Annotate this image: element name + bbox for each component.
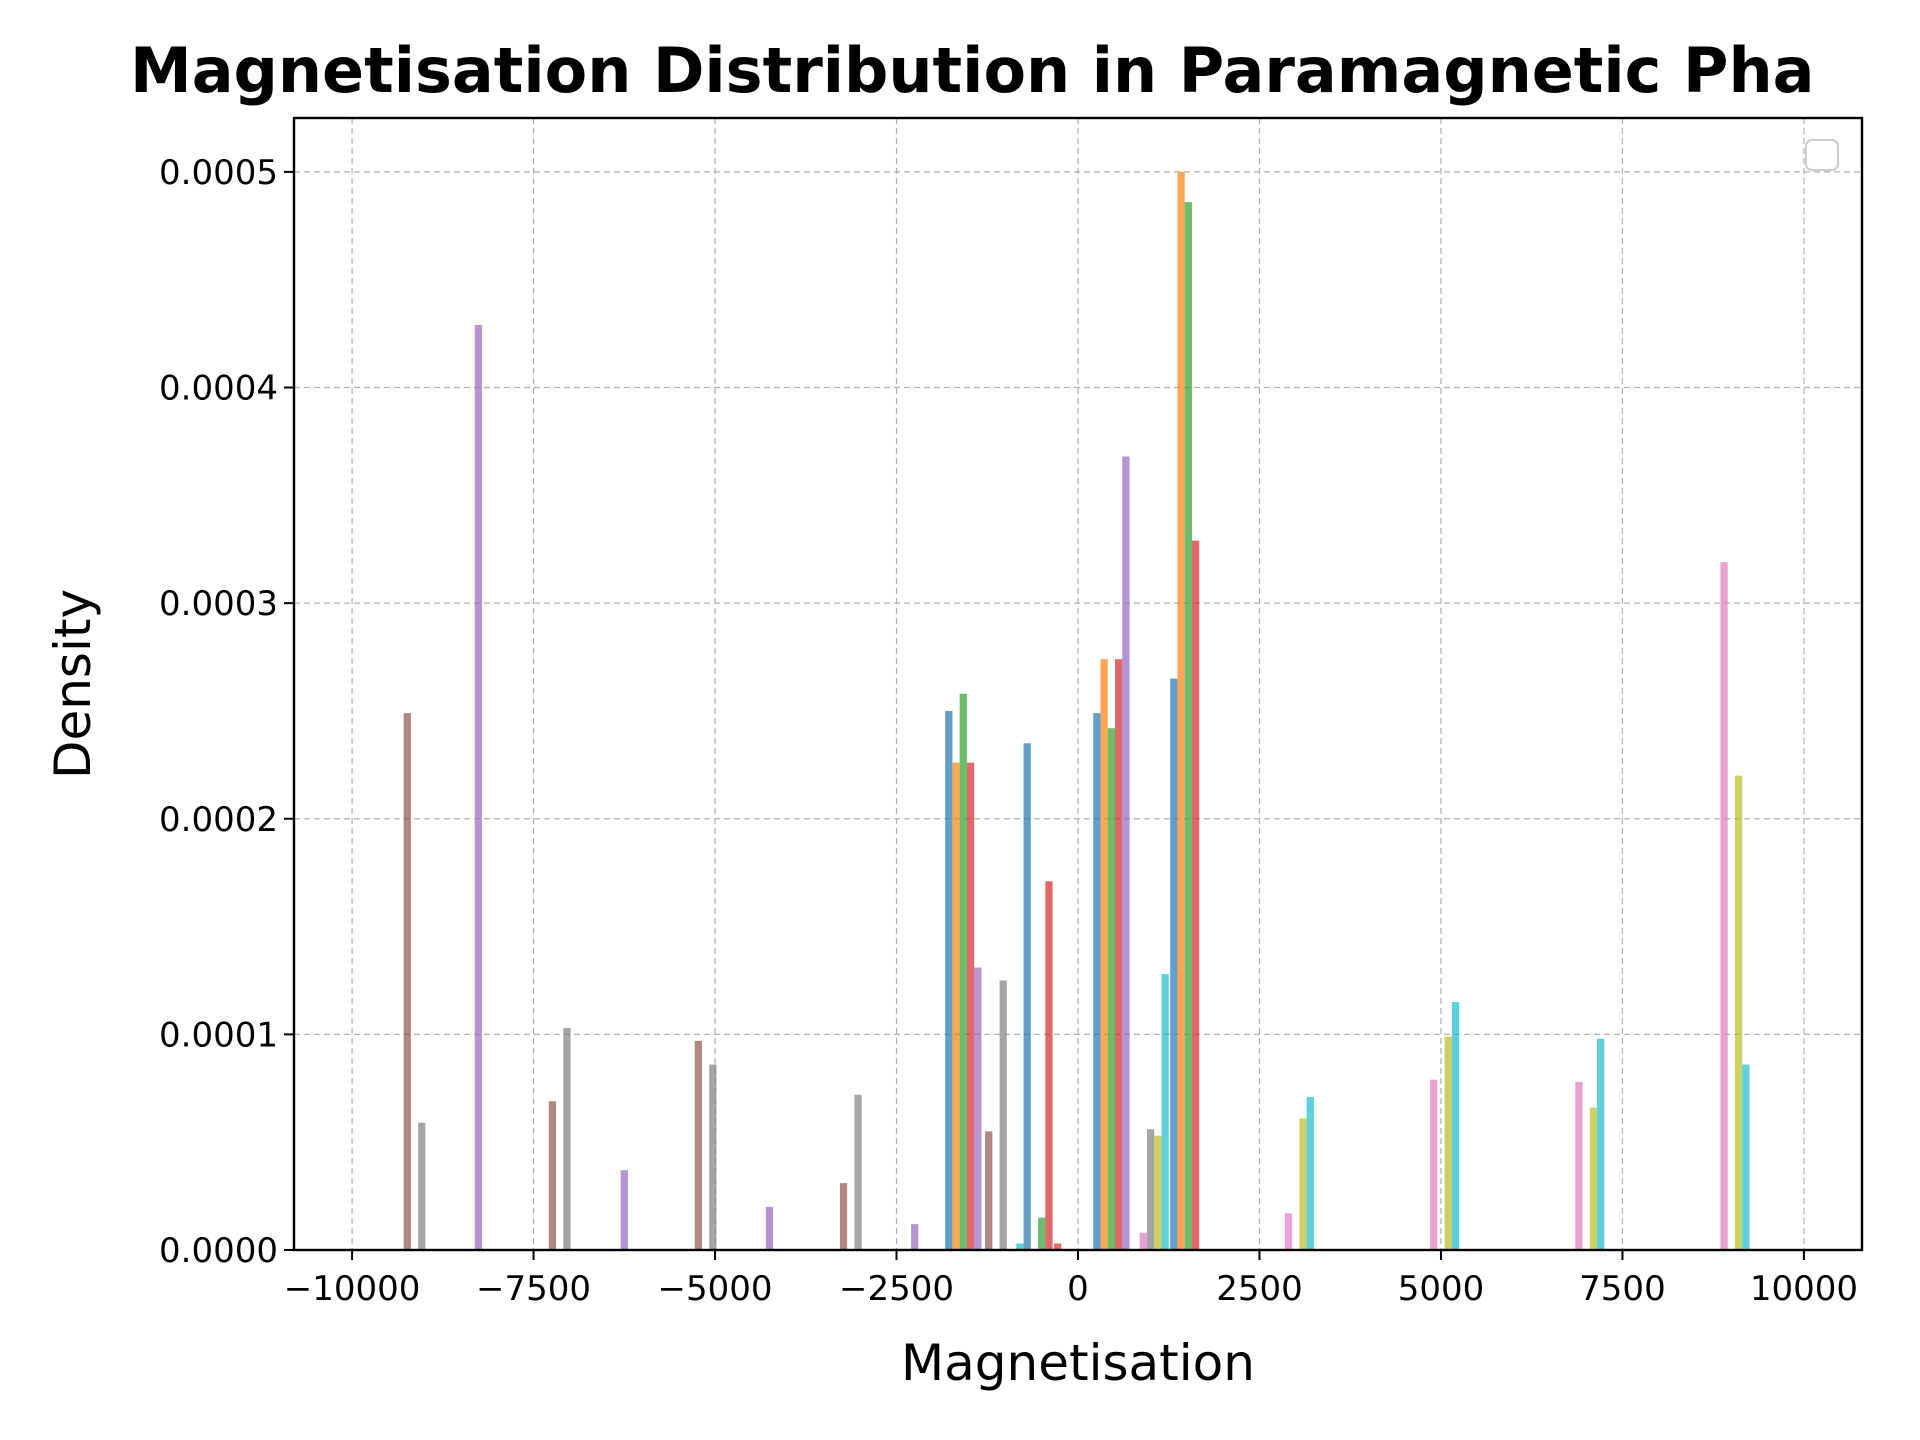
histogram-bar (1184, 202, 1192, 1250)
histogram-bar (620, 1170, 628, 1250)
histogram-bar (1054, 1243, 1062, 1250)
x-tick-label: −2500 (839, 1269, 954, 1309)
histogram-bar (1016, 1243, 1024, 1250)
x-tick-label: −10000 (284, 1269, 421, 1309)
histogram-bar (959, 693, 967, 1250)
histogram-bar (1451, 1002, 1460, 1250)
histogram-bar (1161, 974, 1169, 1250)
histogram-bar (985, 1131, 993, 1250)
y-axis-label: Density (44, 589, 102, 779)
histogram-bar (839, 1183, 848, 1250)
histogram-bar (1045, 881, 1053, 1250)
histogram-bar (1100, 659, 1108, 1250)
histogram-bar (1597, 1038, 1605, 1250)
histogram-bar (854, 1094, 862, 1250)
histogram-bar (974, 967, 982, 1250)
histogram-bar (1742, 1064, 1750, 1250)
y-tick-label: 0.0002 (159, 800, 278, 840)
histogram-bar (1191, 540, 1200, 1250)
histogram-bar (1734, 775, 1743, 1250)
histogram-bar (1299, 1118, 1307, 1250)
y-tick-label: 0.0000 (159, 1231, 278, 1271)
histogram-bar (1720, 562, 1728, 1250)
chart-title: Magnetisation Distribution in Paramagnet… (130, 34, 1814, 107)
histogram-bar (1023, 743, 1031, 1250)
histogram-bar (1177, 171, 1185, 1250)
x-tick-label: −5000 (658, 1269, 773, 1309)
histogram-bar (1115, 659, 1123, 1250)
histogram-bars (403, 171, 1750, 1251)
y-tick-label: 0.0004 (159, 369, 278, 409)
histogram-bar (999, 980, 1007, 1250)
y-tick-label: 0.0003 (159, 584, 278, 624)
histogram-bar (1122, 456, 1130, 1250)
x-tick-label: 5000 (1398, 1269, 1485, 1309)
histogram-bar (1430, 1079, 1438, 1250)
histogram-bar (474, 324, 483, 1251)
y-tick-label: 0.0001 (159, 1015, 278, 1055)
histogram-bar (1170, 678, 1178, 1250)
histogram-bar (1589, 1107, 1598, 1250)
grid-lines (294, 118, 1862, 1251)
histogram-bar (563, 1027, 571, 1250)
histogram-bar (1038, 1217, 1046, 1250)
x-tick-label: −7500 (476, 1269, 591, 1309)
histogram-bar (966, 762, 975, 1250)
histogram-bar (1306, 1096, 1314, 1250)
histogram-bar (952, 762, 960, 1250)
histogram-bar (945, 710, 953, 1250)
axis-ticks: −10000 −7500 −5000 −2500 0 2500 5000 7500 10000 0… (159, 153, 1858, 1309)
histogram-bar (1093, 713, 1101, 1250)
histogram-bar (709, 1064, 717, 1250)
histogram-bar (765, 1206, 774, 1250)
histogram-bar (1107, 728, 1116, 1250)
histogram-bar (548, 1101, 557, 1250)
histogram-bar (1154, 1135, 1162, 1250)
histogram-bar (403, 713, 411, 1250)
x-tick-label: 10000 (1750, 1269, 1858, 1309)
x-tick-label: 0 (1067, 1269, 1089, 1309)
histogram-bar (1146, 1129, 1155, 1250)
histogram-bar (1444, 1036, 1452, 1250)
y-tick-label: 0.0005 (159, 153, 278, 193)
x-tick-label: 2500 (1216, 1269, 1303, 1309)
histogram-bar (694, 1040, 702, 1250)
histogram-bar (1284, 1213, 1293, 1250)
histogram-bar (1575, 1081, 1583, 1250)
histogram-bar (911, 1224, 919, 1250)
histogram-bar (418, 1122, 426, 1250)
x-tick-label: 7500 (1579, 1269, 1666, 1309)
x-axis-label: Magnetisation (901, 1334, 1255, 1392)
legend-box (1805, 139, 1839, 171)
histogram-bar (1139, 1232, 1147, 1250)
